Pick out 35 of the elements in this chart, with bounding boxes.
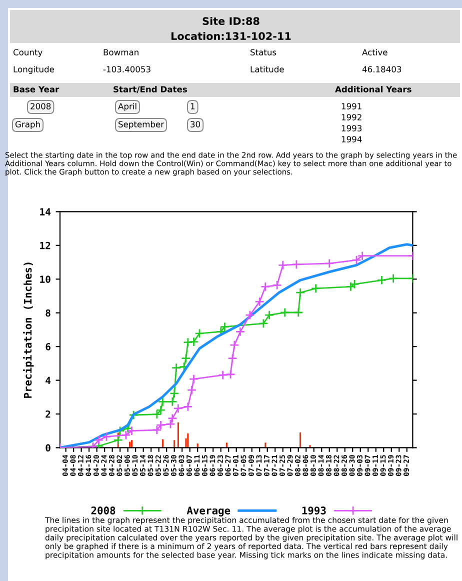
y-tick-label: 4 <box>46 376 51 384</box>
text: 1994 <box>342 136 362 142</box>
text: Status <box>250 49 276 56</box>
y-tick-label: 10 <box>40 276 50 283</box>
y-tick-label: 14 <box>40 208 51 216</box>
text: Additional Years <box>335 86 412 92</box>
text: 1993 <box>342 125 362 132</box>
text: County <box>13 49 42 58</box>
text: Latitude <box>250 66 284 72</box>
text: 1991 <box>342 103 362 110</box>
text: 46.18403 <box>362 66 402 72</box>
text: 2008 <box>30 103 51 110</box>
y-tick-label: 8 <box>46 309 50 317</box>
text: Base Year <box>14 86 60 92</box>
legend-label: Average <box>186 506 230 516</box>
text: April <box>118 102 136 112</box>
y-axis-title: Precipitation (Inches) <box>23 262 34 398</box>
legend-label: 2008 <box>91 506 116 514</box>
y-tick-label: 0 <box>46 444 50 452</box>
text: 30 <box>190 121 200 128</box>
text: Active <box>362 48 388 56</box>
text: Start/End Dates <box>114 86 187 94</box>
y-tick-label: 6 <box>46 343 50 350</box>
text: Site ID:88 <box>202 16 260 26</box>
text: Longitude <box>14 66 54 74</box>
text: September <box>118 120 164 130</box>
legend-label: 1993 <box>302 506 326 514</box>
y-tick-label: 12 <box>40 242 50 250</box>
text: Bowman <box>104 49 138 56</box>
text: Graph <box>15 120 40 130</box>
text: -103.40053 <box>103 66 150 72</box>
text: 1992 <box>342 114 362 120</box>
y-tick-label: 2 <box>46 410 50 418</box>
text: Location:131-102-11 <box>172 32 291 40</box>
text: 1 <box>190 103 195 110</box>
